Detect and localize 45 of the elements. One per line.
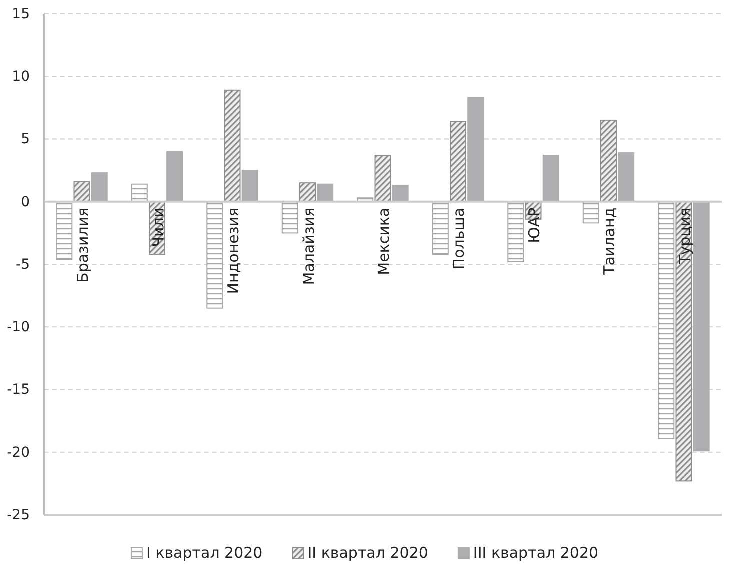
bar [317, 184, 334, 202]
legend-label: I квартал 2020 [146, 544, 263, 562]
bar [392, 185, 409, 202]
bar [468, 97, 484, 202]
legend-label: II квартал 2020 [308, 544, 428, 562]
bar [450, 121, 466, 202]
y-tick-label: -20 [7, 444, 30, 461]
legend-label: III квартал 2020 [473, 544, 599, 562]
bar [131, 184, 148, 202]
bar [508, 201, 524, 262]
bar [582, 201, 600, 224]
y-tick-label: 15 [12, 6, 30, 22]
x-tick-label: Малайзия [300, 208, 318, 286]
y-tick-label: -15 [7, 382, 30, 398]
bar [242, 170, 258, 202]
x-tick-label: Мексика [375, 208, 393, 276]
bar [166, 151, 184, 202]
bar [282, 201, 298, 234]
bar [693, 201, 710, 452]
bar [91, 172, 108, 202]
x-tick-label: Чили [149, 208, 168, 248]
x-tick-label: Индонезия [224, 208, 242, 294]
bar [542, 155, 560, 202]
x-tick-label: Польша [450, 208, 468, 270]
x-tick-label: Таиланд [600, 208, 619, 276]
bar [206, 201, 224, 309]
y-tick-label: 5 [21, 132, 30, 148]
bar [618, 152, 635, 202]
y-tick-label: 0 [21, 194, 30, 210]
x-tick-label: Бразилия [74, 208, 92, 283]
bar [224, 90, 241, 202]
bar [676, 201, 692, 482]
x-tick-label: Турция [676, 208, 694, 266]
bar [74, 181, 90, 202]
y-tick-label: -5 [16, 256, 30, 273]
bar [56, 201, 73, 260]
y-tick-label: -10 [7, 320, 30, 336]
bar [658, 201, 675, 440]
bar [300, 182, 316, 202]
x-tick-label: ЮАР [526, 208, 544, 244]
bar [432, 201, 449, 255]
bar [374, 155, 392, 202]
bar [600, 120, 617, 202]
y-tick-label: 10 [12, 69, 30, 86]
y-tick-label: -25 [7, 507, 30, 524]
